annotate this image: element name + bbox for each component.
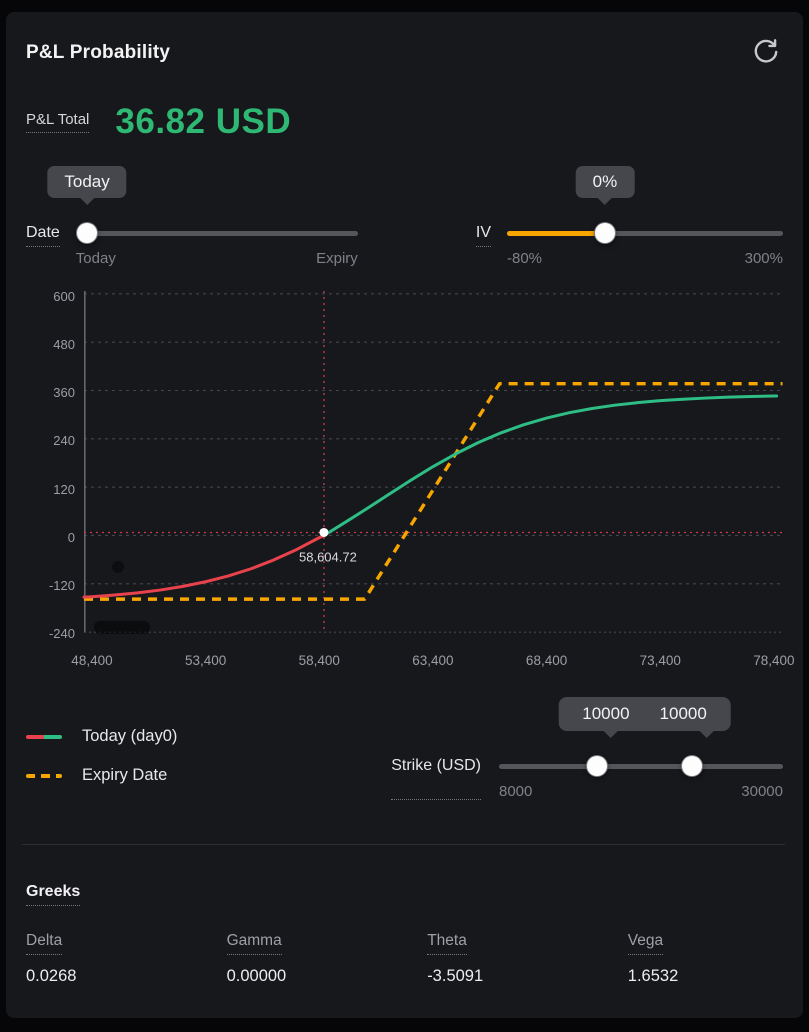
section-divider [22,844,785,845]
iv-slider-fill [507,231,605,236]
greek-delta-label[interactable]: Delta [26,932,63,955]
iv-min-label: -80% [507,250,543,267]
greek-delta: Delta 0.0268 [26,932,227,986]
legend-strike-row: Today (day0) Expiry Date Strike (USD) 10… [26,697,783,800]
strike-slider-handle-low[interactable] [586,756,607,776]
panel-title: P&L Probability [26,42,171,63]
chart-plot-column: 58,604.72 48,400 53,400 58,400 63,400 68,400… [71,289,795,673]
date-slider-rail[interactable] [75,231,358,236]
y-tick-label: 480 [53,337,75,353]
strike-slider-group: Strike (USD) 10000 10000 8000 30000 [391,697,783,800]
greek-vega-value: 1.6532 [627,967,679,985]
y-tick-label: 600 [53,289,75,304]
strike-min-label: 8000 [499,783,533,800]
pnl-total-value: 36.82 USD [115,102,292,141]
expiry-series-swatch-icon [26,773,62,778]
date-slider-range-labels: Today Expiry [76,250,358,267]
date-min-label: Today [75,250,116,267]
panel-header: P&L Probability [26,36,783,70]
pnl-total-label[interactable]: P&L Total [26,111,90,133]
greek-gamma: Gamma 0.00000 [226,932,428,986]
chart-plot-area[interactable]: 58,604.72 [82,289,783,641]
pnl-probability-panel: P&L Probability P&L Total 36.82 USD Date… [6,12,803,1018]
legend-expiry-label: Expiry Date [82,766,168,784]
breakeven-label: 58,604.72 [299,549,357,564]
x-tick-label: 53,400 [184,653,227,668]
today-series-swatch-icon [26,734,62,739]
y-tick-label: 360 [53,385,75,401]
today-series-loss-line [82,533,326,599]
iv-slider-tooltip: 0% [575,166,635,198]
y-tick-label: 0 [67,529,75,545]
iv-slider-handle[interactable] [594,223,615,243]
greek-theta-value: -3.5091 [427,967,484,985]
date-slider-handle[interactable] [77,223,98,243]
y-tick-label: -120 [48,577,75,593]
x-tick-label: 48,400 [71,653,113,668]
greeks-title[interactable]: Greeks [26,883,81,906]
strike-low-value: 10000 [582,704,630,723]
legend-item-expiry[interactable]: Expiry Date [26,766,177,785]
chart-y-axis: 600 480 360 240 120 0 -120 -240 [26,289,84,641]
iv-slider-group: IV 0% -80% 300% [475,166,783,267]
iv-slider-rail[interactable] [507,231,783,236]
greek-gamma-label[interactable]: Gamma [226,932,282,955]
pnl-chart: 600 480 360 240 120 0 -120 -240 58,604.72 48,40… [26,289,795,673]
x-tick-label: 73,400 [639,653,681,668]
x-tick-label: 63,400 [412,653,454,668]
y-tick-label: -240 [48,625,75,641]
strike-high-value: 10000 [659,704,707,723]
date-slider-group: Date Today Today Expiry [26,166,358,267]
refresh-icon [750,36,782,71]
strike-tooltip-notch-low [602,730,619,738]
greek-theta: Theta -3.5091 [427,932,628,986]
pnl-total-row: P&L Total 36.82 USD [26,102,783,142]
x-tick-label: 58,400 [298,653,340,668]
x-tick-label: 78,400 [753,653,795,668]
iv-slider-range-labels: -80% 300% [507,250,783,267]
watermark-dot [112,560,125,573]
greek-vega-label[interactable]: Vega [627,932,664,955]
sliders-row: Date Today Today Expiry IV [26,166,783,267]
greek-gamma-value: 0.00000 [226,967,287,985]
strike-max-label: 30000 [741,783,783,800]
iv-max-label: 300% [744,250,783,267]
date-slider-track[interactable]: Today [47,166,358,244]
watermark-pill [94,620,150,634]
greek-delta-value: 0.0268 [26,967,77,985]
today-series-profit-line [322,394,779,537]
strike-slider-rail[interactable] [499,764,783,769]
date-slider-label[interactable]: Date [26,224,60,247]
strike-slider-tooltip: 10000 10000 [558,697,731,738]
chart-x-axis: 48,400 53,400 58,400 63,400 68,400 73,400 78,4… [71,653,794,673]
strike-slider-range-labels: 8000 30000 [499,783,783,800]
legend-today-label: Today (day0) [82,727,178,745]
strike-slider-handle-high[interactable] [682,756,703,776]
breakeven-marker [319,527,329,537]
date-max-label: Expiry [316,250,358,267]
greeks-grid: Delta 0.0268 Gamma 0.00000 Theta -3.5091… [26,932,783,986]
refresh-button[interactable] [749,36,783,70]
legend-item-today[interactable]: Today (day0) [26,727,177,746]
iv-slider-track[interactable]: 0% [507,166,783,244]
greek-theta-label[interactable]: Theta [427,932,467,955]
x-tick-label: 68,400 [525,653,568,668]
strike-slider-track[interactable]: 10000 10000 [499,697,783,777]
expiry-series-line [84,381,783,601]
greek-vega: Vega 1.6532 [627,932,783,986]
strike-tooltip-notch-high [698,730,715,738]
strike-slider-label[interactable]: Strike (USD) [391,757,481,800]
y-tick-label: 240 [53,433,75,449]
iv-slider-label[interactable]: IV [475,224,491,247]
chart-legend: Today (day0) Expiry Date [26,727,177,785]
y-tick-label: 120 [53,481,75,497]
date-slider-tooltip: Today [47,166,127,198]
